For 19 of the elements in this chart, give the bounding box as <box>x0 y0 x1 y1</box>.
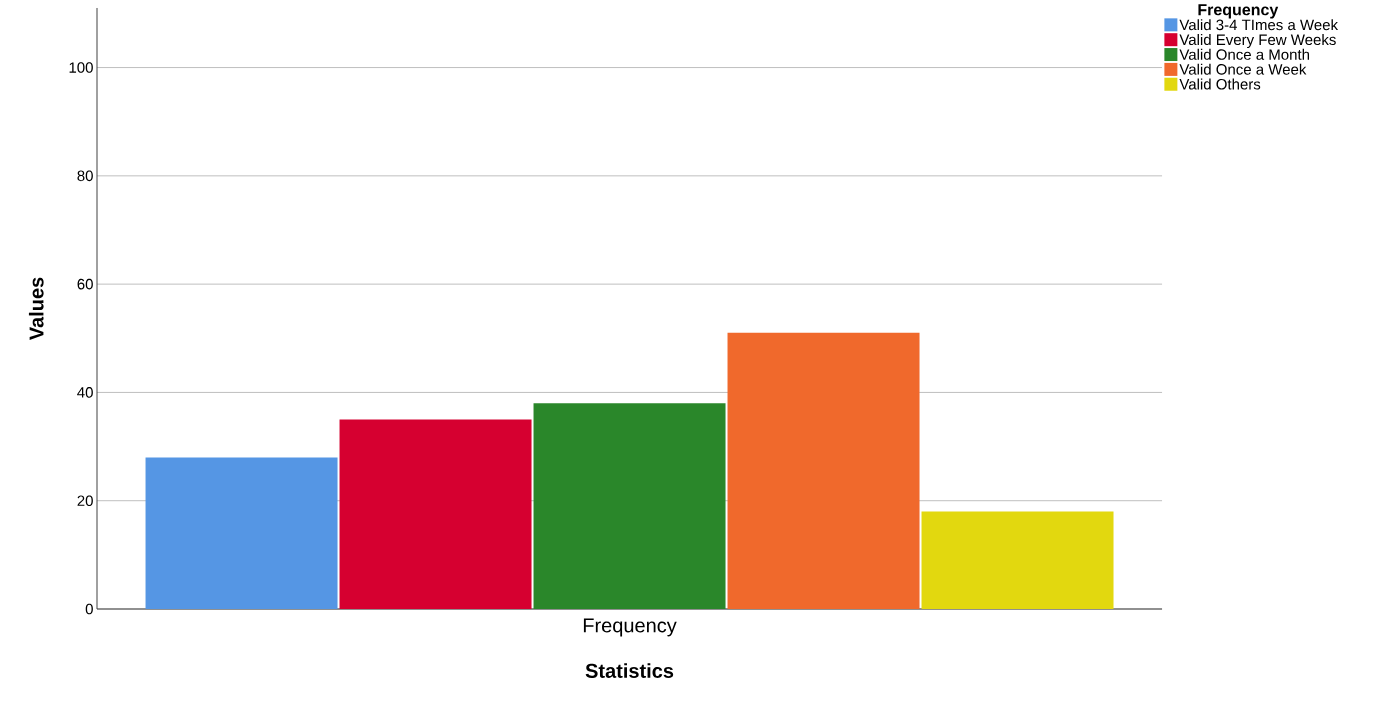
legend-title: Frequency <box>1198 4 1279 19</box>
y-tick-label: 0 <box>85 603 93 615</box>
legend-label: Valid Once a Week <box>1179 63 1307 75</box>
bar <box>727 332 920 609</box>
bar <box>533 403 726 609</box>
bar <box>145 457 338 609</box>
bar <box>921 511 1114 609</box>
y-axis-title: Values <box>28 277 44 341</box>
bar <box>339 419 532 609</box>
y-tick-label: 20 <box>77 495 93 507</box>
x-axis-title: Statistics <box>585 663 674 678</box>
legend-label: Valid Others <box>1179 78 1261 90</box>
legend-label: Valid 3-4 TImes a Week <box>1179 19 1339 31</box>
legend-label: Valid Every Few Weeks <box>1179 34 1336 48</box>
legend-label: Valid Once a Month <box>1179 48 1310 60</box>
y-tick-label: 80 <box>77 170 93 182</box>
y-tick-label: 100 <box>69 62 93 73</box>
y-tick-label: 40 <box>77 387 93 398</box>
y-tick-label: 60 <box>77 278 93 290</box>
